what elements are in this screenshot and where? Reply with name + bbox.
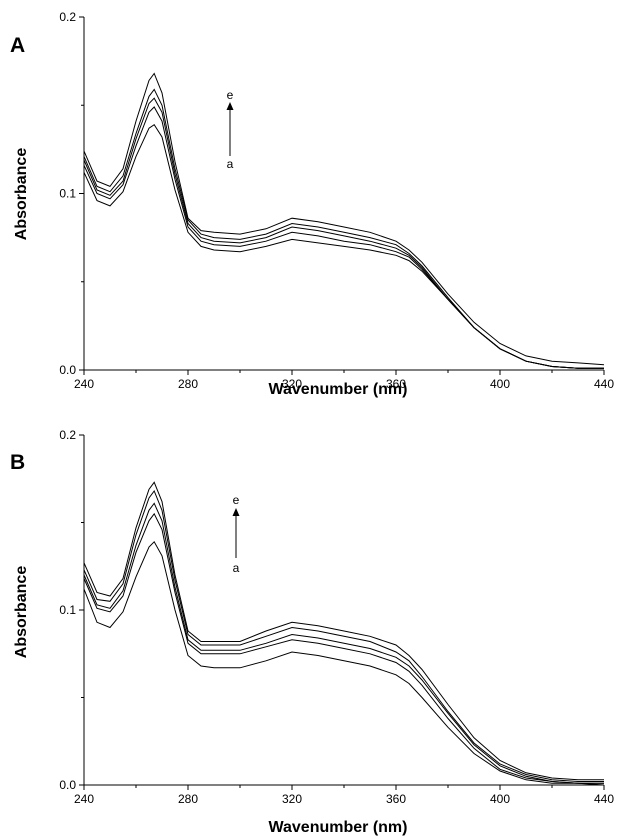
axes: 240 280 320 360 400 440 0.0 0.1 0.2 [59,10,614,391]
y-axis-title: Absorbance [13,566,30,659]
x-tick-label: 320 [282,377,302,391]
y-tick-label: 0.0 [59,363,76,377]
y-tick-label: 0.2 [59,428,76,442]
annotation-top-label: e [233,493,240,507]
series-line-5 [83,481,604,781]
x-axis-title: Wavenumber (nm) [269,819,408,836]
annotation-top-label: e [227,88,234,102]
series-group [83,72,605,369]
series-line-2 [83,512,604,784]
axes: 240 280 320 360 400 440 0.0 0.1 0.2 [59,428,614,806]
y-tick-label: 0.1 [59,603,76,617]
arrow-annotation: e a [232,493,240,575]
x-axis-title: Wavenumber (nm) [269,381,408,398]
annotation-bottom-label: a [227,157,234,171]
x-tick-label: 240 [74,377,94,391]
series-line-5 [83,72,605,366]
panel-letter: B [10,451,25,474]
series-group [83,481,605,786]
arrow-up-icon [232,508,240,516]
y-tick-label: 0.0 [59,778,76,792]
panel-a: A Absorbance Wavenumber (nm) 240 280 320 36… [10,10,614,398]
series-line-3 [83,502,604,784]
x-tick-label: 320 [282,792,302,806]
x-tick-label: 440 [594,792,614,806]
x-tick-label: 360 [386,377,406,391]
x-tick-label: 400 [490,377,510,391]
x-tick-label: 280 [178,377,198,391]
y-tick-label: 0.2 [59,10,76,24]
series-line-1 [83,540,605,786]
x-tick-label: 360 [386,792,406,806]
panel-b: B Absorbance Wavenumber (nm) 240 280 320 36… [10,428,614,836]
x-tick-label: 400 [490,792,510,806]
annotation-bottom-label: a [233,561,240,575]
panel-letter: A [10,34,25,57]
series-line-4 [83,489,604,782]
x-tick-label: 240 [74,792,94,806]
series-line-1 [83,123,604,369]
series-line-2 [83,106,604,369]
arrow-up-icon [226,102,234,110]
x-tick-label: 280 [178,792,198,806]
y-tick-label: 0.1 [59,187,76,201]
x-tick-label: 440 [594,377,614,391]
arrow-annotation: e a [226,88,234,171]
series-line-4 [83,88,604,369]
y-axis-title: Absorbance [13,148,30,241]
